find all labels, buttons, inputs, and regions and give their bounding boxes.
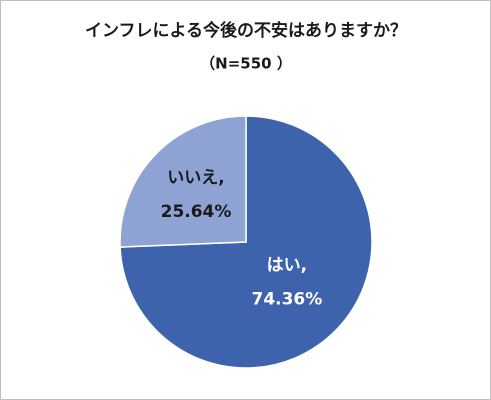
chart-subtitle: （N=550 ） bbox=[200, 55, 292, 73]
slice-value-label: 25.64% bbox=[161, 202, 232, 222]
slice-value-label: 74.36% bbox=[251, 289, 322, 309]
chart-title: インフレによる今後の不安はありますか？ bbox=[85, 20, 407, 41]
pie-slice bbox=[119, 115, 247, 248]
slice-category-label: はい, bbox=[267, 255, 307, 275]
slice-category-label: いいえ, bbox=[167, 168, 224, 188]
